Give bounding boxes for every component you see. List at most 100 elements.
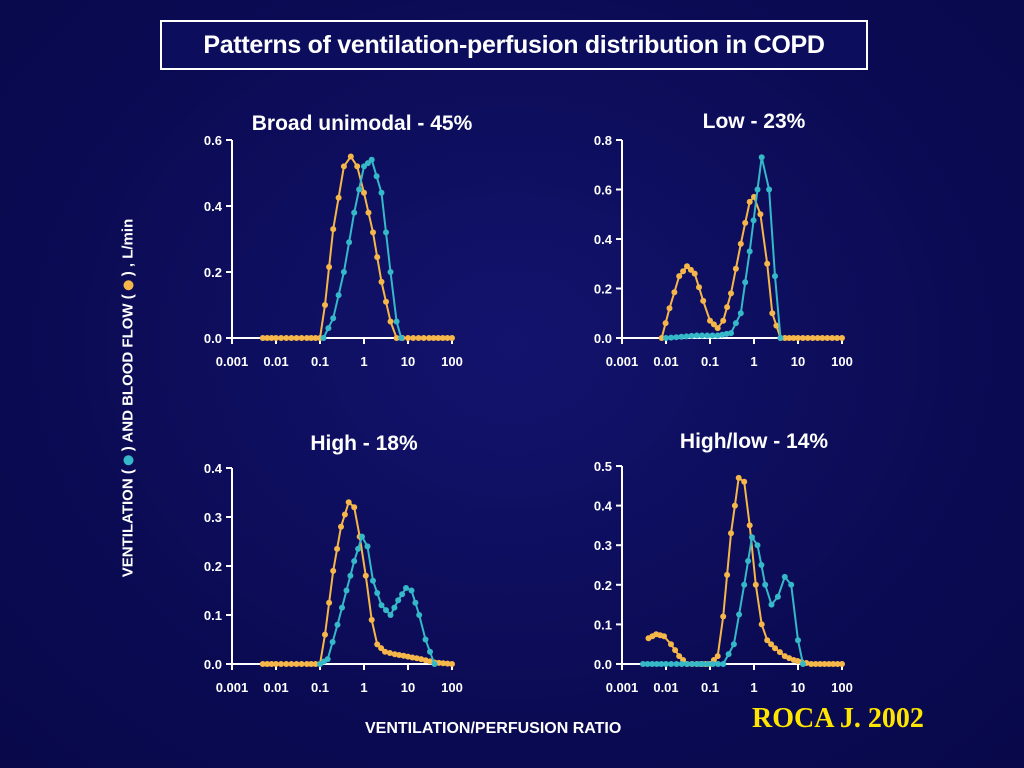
data-point bbox=[259, 661, 266, 667]
data-point bbox=[658, 335, 665, 341]
data-point bbox=[303, 661, 310, 667]
data-point bbox=[825, 661, 832, 667]
data-point bbox=[742, 219, 749, 226]
x-tick-label: 0.1 bbox=[311, 354, 329, 369]
data-point bbox=[312, 335, 319, 341]
data-point bbox=[817, 661, 824, 667]
series-line bbox=[643, 534, 804, 665]
data-point bbox=[808, 661, 815, 667]
data-point bbox=[340, 163, 347, 170]
data-point bbox=[325, 325, 332, 332]
x-tick-label: 0.01 bbox=[263, 680, 288, 695]
data-point bbox=[383, 298, 389, 305]
data-point bbox=[338, 523, 344, 530]
data-point bbox=[800, 661, 806, 667]
data-point bbox=[264, 335, 271, 341]
y-tick-label: 0.0 bbox=[204, 331, 222, 346]
data-point bbox=[439, 335, 446, 341]
x-tick-label: 1 bbox=[750, 680, 757, 695]
data-point bbox=[764, 637, 771, 644]
chart-panel-1: Broad unimodal - 45% 0.0 0.2 0.4 0.6 0.001 0.0… bbox=[204, 112, 473, 369]
data-point bbox=[764, 260, 771, 267]
data-point bbox=[364, 543, 371, 550]
data-point bbox=[704, 332, 711, 339]
data-point bbox=[283, 335, 290, 341]
x-tick-label: 0.1 bbox=[701, 680, 719, 695]
data-point bbox=[788, 581, 795, 588]
data-point bbox=[666, 305, 673, 312]
data-point bbox=[278, 661, 285, 667]
x-tick-label: 0.1 bbox=[701, 354, 719, 369]
y-tick-label: 0.2 bbox=[594, 282, 612, 297]
panel-title: Low - 23% bbox=[703, 110, 806, 133]
data-point bbox=[322, 302, 328, 308]
data-point bbox=[368, 156, 375, 163]
data-point bbox=[418, 656, 425, 663]
blood-flow-series bbox=[645, 474, 845, 667]
data-point bbox=[435, 335, 442, 341]
chart-panel-4: High/low - 14% 0.0 0.1 0.2 0.3 0.4 0.5 0.001 0.0… bbox=[594, 430, 853, 695]
data-point bbox=[781, 573, 788, 580]
data-point bbox=[412, 599, 419, 606]
data-point bbox=[449, 661, 455, 667]
data-point bbox=[356, 186, 363, 193]
data-point bbox=[268, 335, 275, 341]
data-point bbox=[334, 621, 341, 628]
y-tick-label: 0.0 bbox=[594, 331, 612, 346]
data-point bbox=[410, 335, 417, 341]
data-point bbox=[749, 534, 755, 541]
y-tick-label: 0.4 bbox=[594, 232, 613, 247]
data-point bbox=[387, 318, 394, 325]
data-point bbox=[268, 661, 275, 667]
data-point bbox=[795, 637, 801, 644]
x-tick-label: 10 bbox=[401, 354, 415, 369]
data-point bbox=[731, 502, 738, 509]
y-tick-label: 0.2 bbox=[204, 265, 222, 280]
data-point bbox=[303, 335, 310, 341]
data-point bbox=[283, 661, 290, 667]
data-point bbox=[365, 209, 372, 216]
data-point bbox=[370, 577, 376, 584]
data-point bbox=[684, 263, 690, 270]
data-point bbox=[378, 602, 385, 609]
data-point bbox=[354, 163, 361, 170]
x-tick-label: 100 bbox=[831, 680, 853, 695]
data-point bbox=[714, 332, 721, 339]
data-point bbox=[732, 320, 739, 327]
data-point bbox=[440, 660, 447, 667]
data-point bbox=[359, 533, 365, 540]
y-tick-label: 0.6 bbox=[594, 183, 612, 198]
data-point bbox=[781, 335, 788, 341]
data-point bbox=[398, 335, 405, 341]
data-point bbox=[704, 661, 711, 667]
data-point bbox=[264, 661, 271, 667]
data-point bbox=[715, 661, 722, 667]
data-point bbox=[673, 661, 680, 667]
chart-panel-2: Low - 23% 0.0 0.2 0.4 0.6 0.8 0.001 0.01 0.1 1 10 1… bbox=[594, 110, 853, 369]
blood-flow-marker-icon bbox=[123, 280, 134, 291]
data-point bbox=[343, 587, 350, 594]
data-point bbox=[769, 310, 776, 317]
data-point bbox=[821, 661, 828, 667]
data-point bbox=[383, 607, 389, 614]
data-point bbox=[382, 648, 388, 655]
data-point bbox=[383, 229, 389, 236]
x-tick-label: 1 bbox=[360, 354, 367, 369]
data-point bbox=[449, 335, 455, 341]
data-point bbox=[644, 661, 651, 667]
data-point bbox=[378, 645, 385, 652]
data-point bbox=[758, 562, 765, 568]
data-point bbox=[728, 530, 734, 537]
data-point bbox=[658, 661, 665, 667]
data-point bbox=[676, 653, 683, 660]
data-point bbox=[335, 194, 342, 201]
data-point bbox=[714, 325, 721, 332]
data-point bbox=[405, 335, 411, 341]
data-point bbox=[340, 269, 347, 275]
data-point bbox=[699, 661, 706, 667]
data-point bbox=[752, 581, 759, 588]
x-tick-label: 0.1 bbox=[311, 680, 329, 695]
data-point bbox=[830, 661, 837, 667]
y-tick-label: 0.5 bbox=[594, 459, 612, 474]
data-point bbox=[378, 189, 385, 196]
